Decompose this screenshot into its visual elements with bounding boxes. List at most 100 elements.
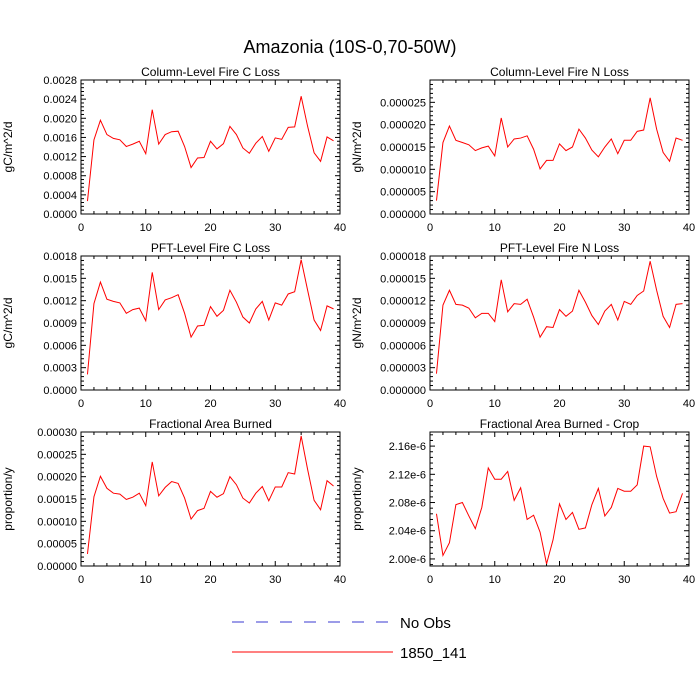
x-tick-label: 20	[204, 222, 216, 234]
x-tick-label: 40	[334, 398, 346, 410]
y-tick-label: 0.0028	[43, 75, 77, 87]
x-tick-label: 0	[427, 222, 433, 234]
chart-title: Column-Level Fire N Loss	[490, 65, 629, 79]
y-axis-label: gN/m^2/d	[350, 122, 364, 173]
chart-panel-2: Column-Level Fire N Loss gN/m^2/d 0 10 20 30 4…	[350, 65, 695, 234]
y-tick-label: 0.000020	[380, 120, 426, 132]
y-tick-label: 0.000005	[380, 187, 426, 199]
series-line-1850_141	[86, 259, 334, 375]
y-tick-label: 0.0015	[43, 273, 77, 285]
y-tick-label: 0.0008	[43, 171, 77, 183]
x-tick-label: 10	[140, 222, 152, 234]
legend-label-no-obs: No Obs	[400, 615, 451, 632]
y-tick-label: 0.0018	[43, 251, 77, 263]
figure-title: Amazonia (10S-0,70-50W)	[243, 37, 456, 57]
y-tick-label: 0.00020	[37, 472, 77, 484]
y-tick-label: 0.0004	[43, 190, 77, 202]
y-tick-label: 0.00015	[37, 494, 77, 506]
x-tick-label: 30	[618, 574, 630, 586]
y-tick-label: 0.000000	[380, 385, 426, 397]
y-axis-label: gC/m^2/d	[1, 298, 15, 349]
x-tick-label: 20	[204, 574, 216, 586]
plot-frame	[429, 431, 690, 567]
x-tick-label: 0	[427, 574, 433, 586]
chart-panel-5: Fractional Area Burned proportion/y 0 10 20 3…	[1, 417, 346, 586]
y-axis-label: proportion/y	[350, 467, 364, 530]
x-tick-label: 30	[269, 222, 281, 234]
y-tick-label: 0.00000	[37, 561, 77, 573]
x-tick-label: 20	[553, 398, 565, 410]
y-tick-label: 2.00e-6	[389, 554, 426, 566]
x-tick-label: 20	[204, 398, 216, 410]
y-tick-label: 0.000009	[380, 318, 426, 330]
chart-panel-4: PFT-Level Fire N Loss gN/m^2/d 0 10 20 30 40 0.…	[350, 241, 695, 410]
chart-panel-6: Fractional Area Burned - Crop proportion/…	[350, 417, 695, 586]
chart-panel-3: PFT-Level Fire C Loss gC/m^2/d 0 10 20 30 40 0.…	[1, 241, 346, 410]
y-axis-label: gN/m^2/d	[350, 298, 364, 349]
plot-frame	[80, 79, 341, 215]
x-tick-label: 40	[683, 398, 695, 410]
y-tick-label: 0.000025	[380, 97, 426, 109]
x-tick-label: 30	[618, 398, 630, 410]
y-tick-label: 0.000000	[380, 209, 426, 221]
x-tick-label: 0	[78, 222, 84, 234]
plot-frame	[429, 255, 690, 391]
legend-label-1850-141: 1850_141	[400, 645, 467, 662]
y-tick-label: 0.0000	[43, 385, 77, 397]
plot-frame	[80, 255, 341, 391]
y-tick-label: 0.0009	[43, 318, 77, 330]
y-tick-label: 0.00010	[37, 516, 77, 528]
y-tick-label: 0.000018	[380, 251, 426, 263]
x-tick-label: 20	[553, 222, 565, 234]
y-tick-label: 0.00005	[37, 539, 77, 551]
x-tick-label: 10	[140, 398, 152, 410]
x-tick-label: 40	[683, 222, 695, 234]
x-tick-label: 40	[334, 574, 346, 586]
x-tick-label: 0	[78, 398, 84, 410]
chart-panel-1: Column-Level Fire C Loss gC/m^2/d 0 10 20 30 4…	[1, 65, 346, 234]
x-tick-label: 40	[334, 222, 346, 234]
y-tick-label: 2.04e-6	[389, 526, 426, 538]
y-tick-label: 2.12e-6	[389, 469, 426, 481]
y-tick-label: 0.000015	[380, 142, 426, 154]
y-tick-label: 0.00030	[37, 427, 77, 439]
x-tick-label: 0	[427, 398, 433, 410]
y-tick-label: 0.0024	[43, 94, 77, 106]
series-line-1850_141	[435, 445, 683, 565]
y-tick-label: 2.08e-6	[389, 498, 426, 510]
x-tick-label: 10	[489, 574, 501, 586]
y-tick-label: 0.0012	[43, 152, 77, 164]
chart-panels: Column-Level Fire C Loss gC/m^2/d 0 10 20 30 4…	[1, 65, 695, 586]
x-tick-label: 30	[269, 574, 281, 586]
y-tick-label: 0.0006	[43, 340, 77, 352]
series-line-1850_141	[86, 96, 334, 202]
y-tick-label: 0.0016	[43, 132, 77, 144]
x-tick-label: 40	[683, 574, 695, 586]
y-tick-label: 0.000003	[380, 363, 426, 375]
x-tick-label: 10	[140, 574, 152, 586]
y-tick-label: 0.00025	[37, 449, 77, 461]
y-axis-label: gC/m^2/d	[1, 122, 15, 173]
y-tick-label: 0.0020	[43, 113, 77, 125]
y-tick-label: 0.000015	[380, 273, 426, 285]
y-tick-label: 0.000006	[380, 340, 426, 352]
y-tick-label: 0.0012	[43, 296, 77, 308]
series-line-1850_141	[435, 261, 683, 374]
y-tick-label: 0.0003	[43, 363, 77, 375]
y-tick-label: 2.16e-6	[389, 441, 426, 453]
x-tick-label: 30	[618, 222, 630, 234]
chart-title: Column-Level Fire C Loss	[141, 65, 280, 79]
y-tick-label: 0.000010	[380, 164, 426, 176]
plot-frame	[80, 431, 341, 567]
y-tick-label: 0.0000	[43, 209, 77, 221]
chart-title: Fractional Area Burned - Crop	[480, 417, 640, 431]
x-tick-label: 10	[489, 398, 501, 410]
x-tick-label: 30	[269, 398, 281, 410]
x-tick-label: 0	[78, 574, 84, 586]
x-tick-label: 10	[489, 222, 501, 234]
x-tick-label: 20	[553, 574, 565, 586]
y-axis-label: proportion/y	[1, 467, 15, 530]
chart-title: Fractional Area Burned	[149, 417, 272, 431]
chart-title: PFT-Level Fire N Loss	[500, 241, 619, 255]
